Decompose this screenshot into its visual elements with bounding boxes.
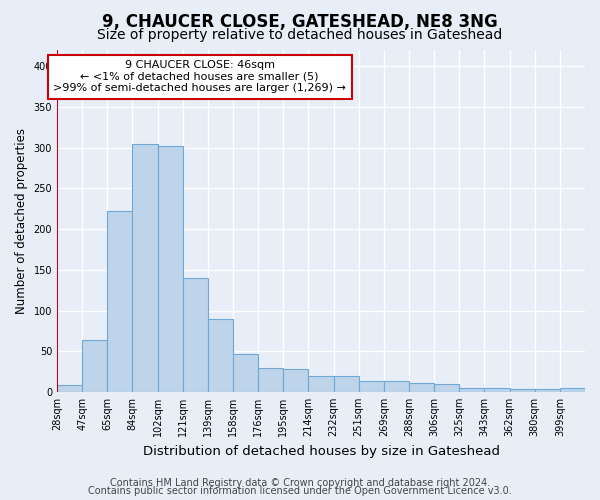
Bar	[359, 380, 384, 392]
Bar	[258, 368, 283, 392]
Text: Size of property relative to detached houses in Gateshead: Size of property relative to detached ho…	[97, 28, 503, 42]
Bar	[484, 388, 509, 392]
Bar	[233, 354, 258, 392]
Bar	[308, 376, 334, 392]
X-axis label: Distribution of detached houses by size in Gateshead: Distribution of detached houses by size …	[143, 444, 500, 458]
Bar	[57, 386, 82, 392]
Bar	[334, 376, 359, 392]
Bar	[283, 369, 308, 392]
Y-axis label: Number of detached properties: Number of detached properties	[15, 128, 28, 314]
Bar	[158, 146, 183, 392]
Text: Contains HM Land Registry data © Crown copyright and database right 2024.: Contains HM Land Registry data © Crown c…	[110, 478, 490, 488]
Bar	[183, 278, 208, 392]
Bar	[509, 388, 535, 392]
Bar	[535, 390, 560, 392]
Text: 9 CHAUCER CLOSE: 46sqm
← <1% of detached houses are smaller (5)
>99% of semi-det: 9 CHAUCER CLOSE: 46sqm ← <1% of detached…	[53, 60, 346, 94]
Bar	[459, 388, 484, 392]
Bar	[409, 383, 434, 392]
Bar	[208, 318, 233, 392]
Bar	[107, 211, 133, 392]
Text: 9, CHAUCER CLOSE, GATESHEAD, NE8 3NG: 9, CHAUCER CLOSE, GATESHEAD, NE8 3NG	[102, 12, 498, 30]
Bar	[82, 340, 107, 392]
Bar	[384, 380, 409, 392]
Bar	[560, 388, 585, 392]
Text: Contains public sector information licensed under the Open Government Licence v3: Contains public sector information licen…	[88, 486, 512, 496]
Bar	[133, 144, 158, 392]
Bar	[434, 384, 459, 392]
